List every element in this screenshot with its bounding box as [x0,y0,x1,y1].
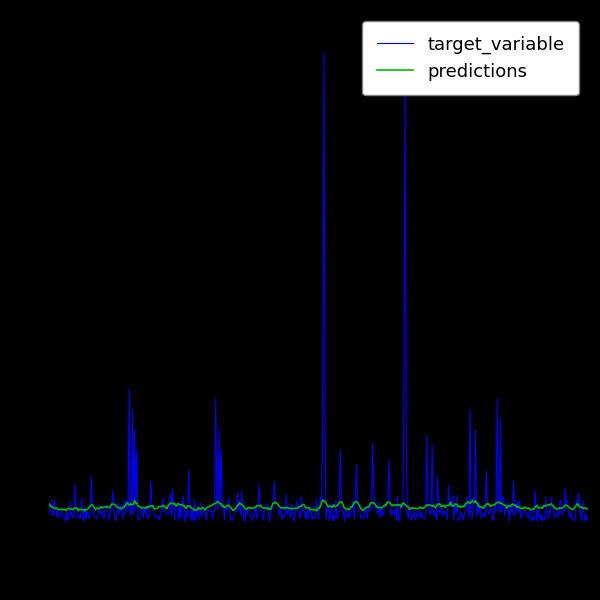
target_variable [584,515,592,522]
predictions [339,499,346,506]
predictions [81,508,88,515]
predictions [305,503,313,511]
predictions [574,500,581,508]
predictions [319,496,326,503]
Legend: target_variable, predictions: target_variable, predictions [362,21,579,95]
target_variable [44,506,52,513]
predictions [44,502,52,509]
target_variable [320,49,328,56]
target_variable [574,502,581,509]
predictions [368,499,375,506]
Line: target_variable: target_variable [48,53,588,521]
Line: predictions: predictions [48,500,588,511]
target_variable [304,516,311,523]
predictions [302,504,309,511]
target_variable [367,503,374,510]
target_variable [489,517,496,524]
target_variable [395,518,402,525]
target_variable [301,508,308,515]
target_variable [338,490,345,497]
predictions [489,501,496,508]
predictions [584,505,592,512]
